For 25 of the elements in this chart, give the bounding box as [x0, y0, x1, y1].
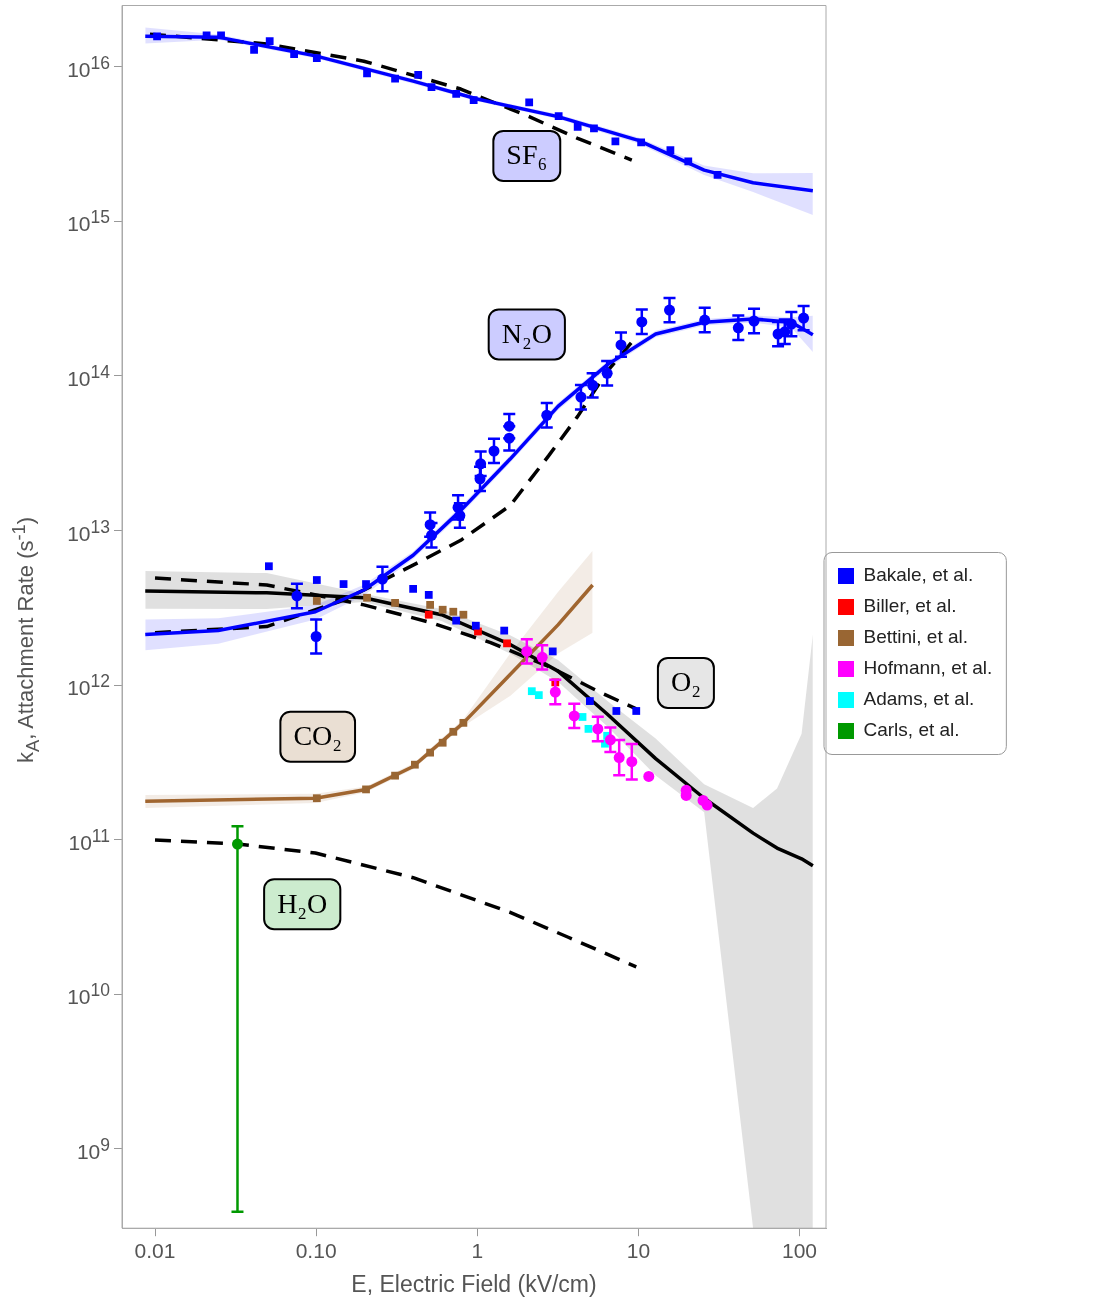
annotation: CO₂	[293, 720, 343, 752]
y-tick-label: 10$^{13}$	[67, 516, 110, 544]
y-tick-label: 10$^{10}$	[67, 979, 110, 1008]
legend-label: Biller, et al.	[863, 595, 957, 617]
annotation: SF₆	[506, 139, 548, 171]
x-tick-label: 0.01	[134, 1238, 176, 1262]
x-tick-label: 0.10	[295, 1238, 337, 1262]
legend-label: Carls, et al.	[863, 719, 960, 741]
annotation: N₂O	[501, 317, 552, 349]
y-tick-label: 10$^{16}$	[67, 52, 110, 81]
legend-label: Bakale, et al.	[863, 564, 974, 586]
y-tick-label: 10$^{14}$	[67, 361, 110, 390]
y-tick-label: 10$^{9}$	[76, 1134, 110, 1163]
y-tick-label: 10$^{11}$	[68, 825, 110, 853]
legend-label: Adams, et al.	[863, 688, 975, 710]
legend-label: Bettini, et al.	[863, 626, 969, 648]
x-tick-label: 10	[626, 1238, 651, 1262]
x-axis-title: E, Electric Field (kV/cm)	[351, 1270, 597, 1297]
y-tick-label: 10$^{15}$	[67, 206, 110, 235]
annotation: H₂O	[277, 887, 328, 919]
y-tick-label: 10$^{12}$	[67, 670, 110, 699]
x-tick-label: 1	[471, 1238, 484, 1262]
annotation: O₂	[670, 666, 701, 698]
x-tick-label: 100	[781, 1238, 818, 1262]
legend-label: Hofmann, et al.	[863, 657, 993, 679]
